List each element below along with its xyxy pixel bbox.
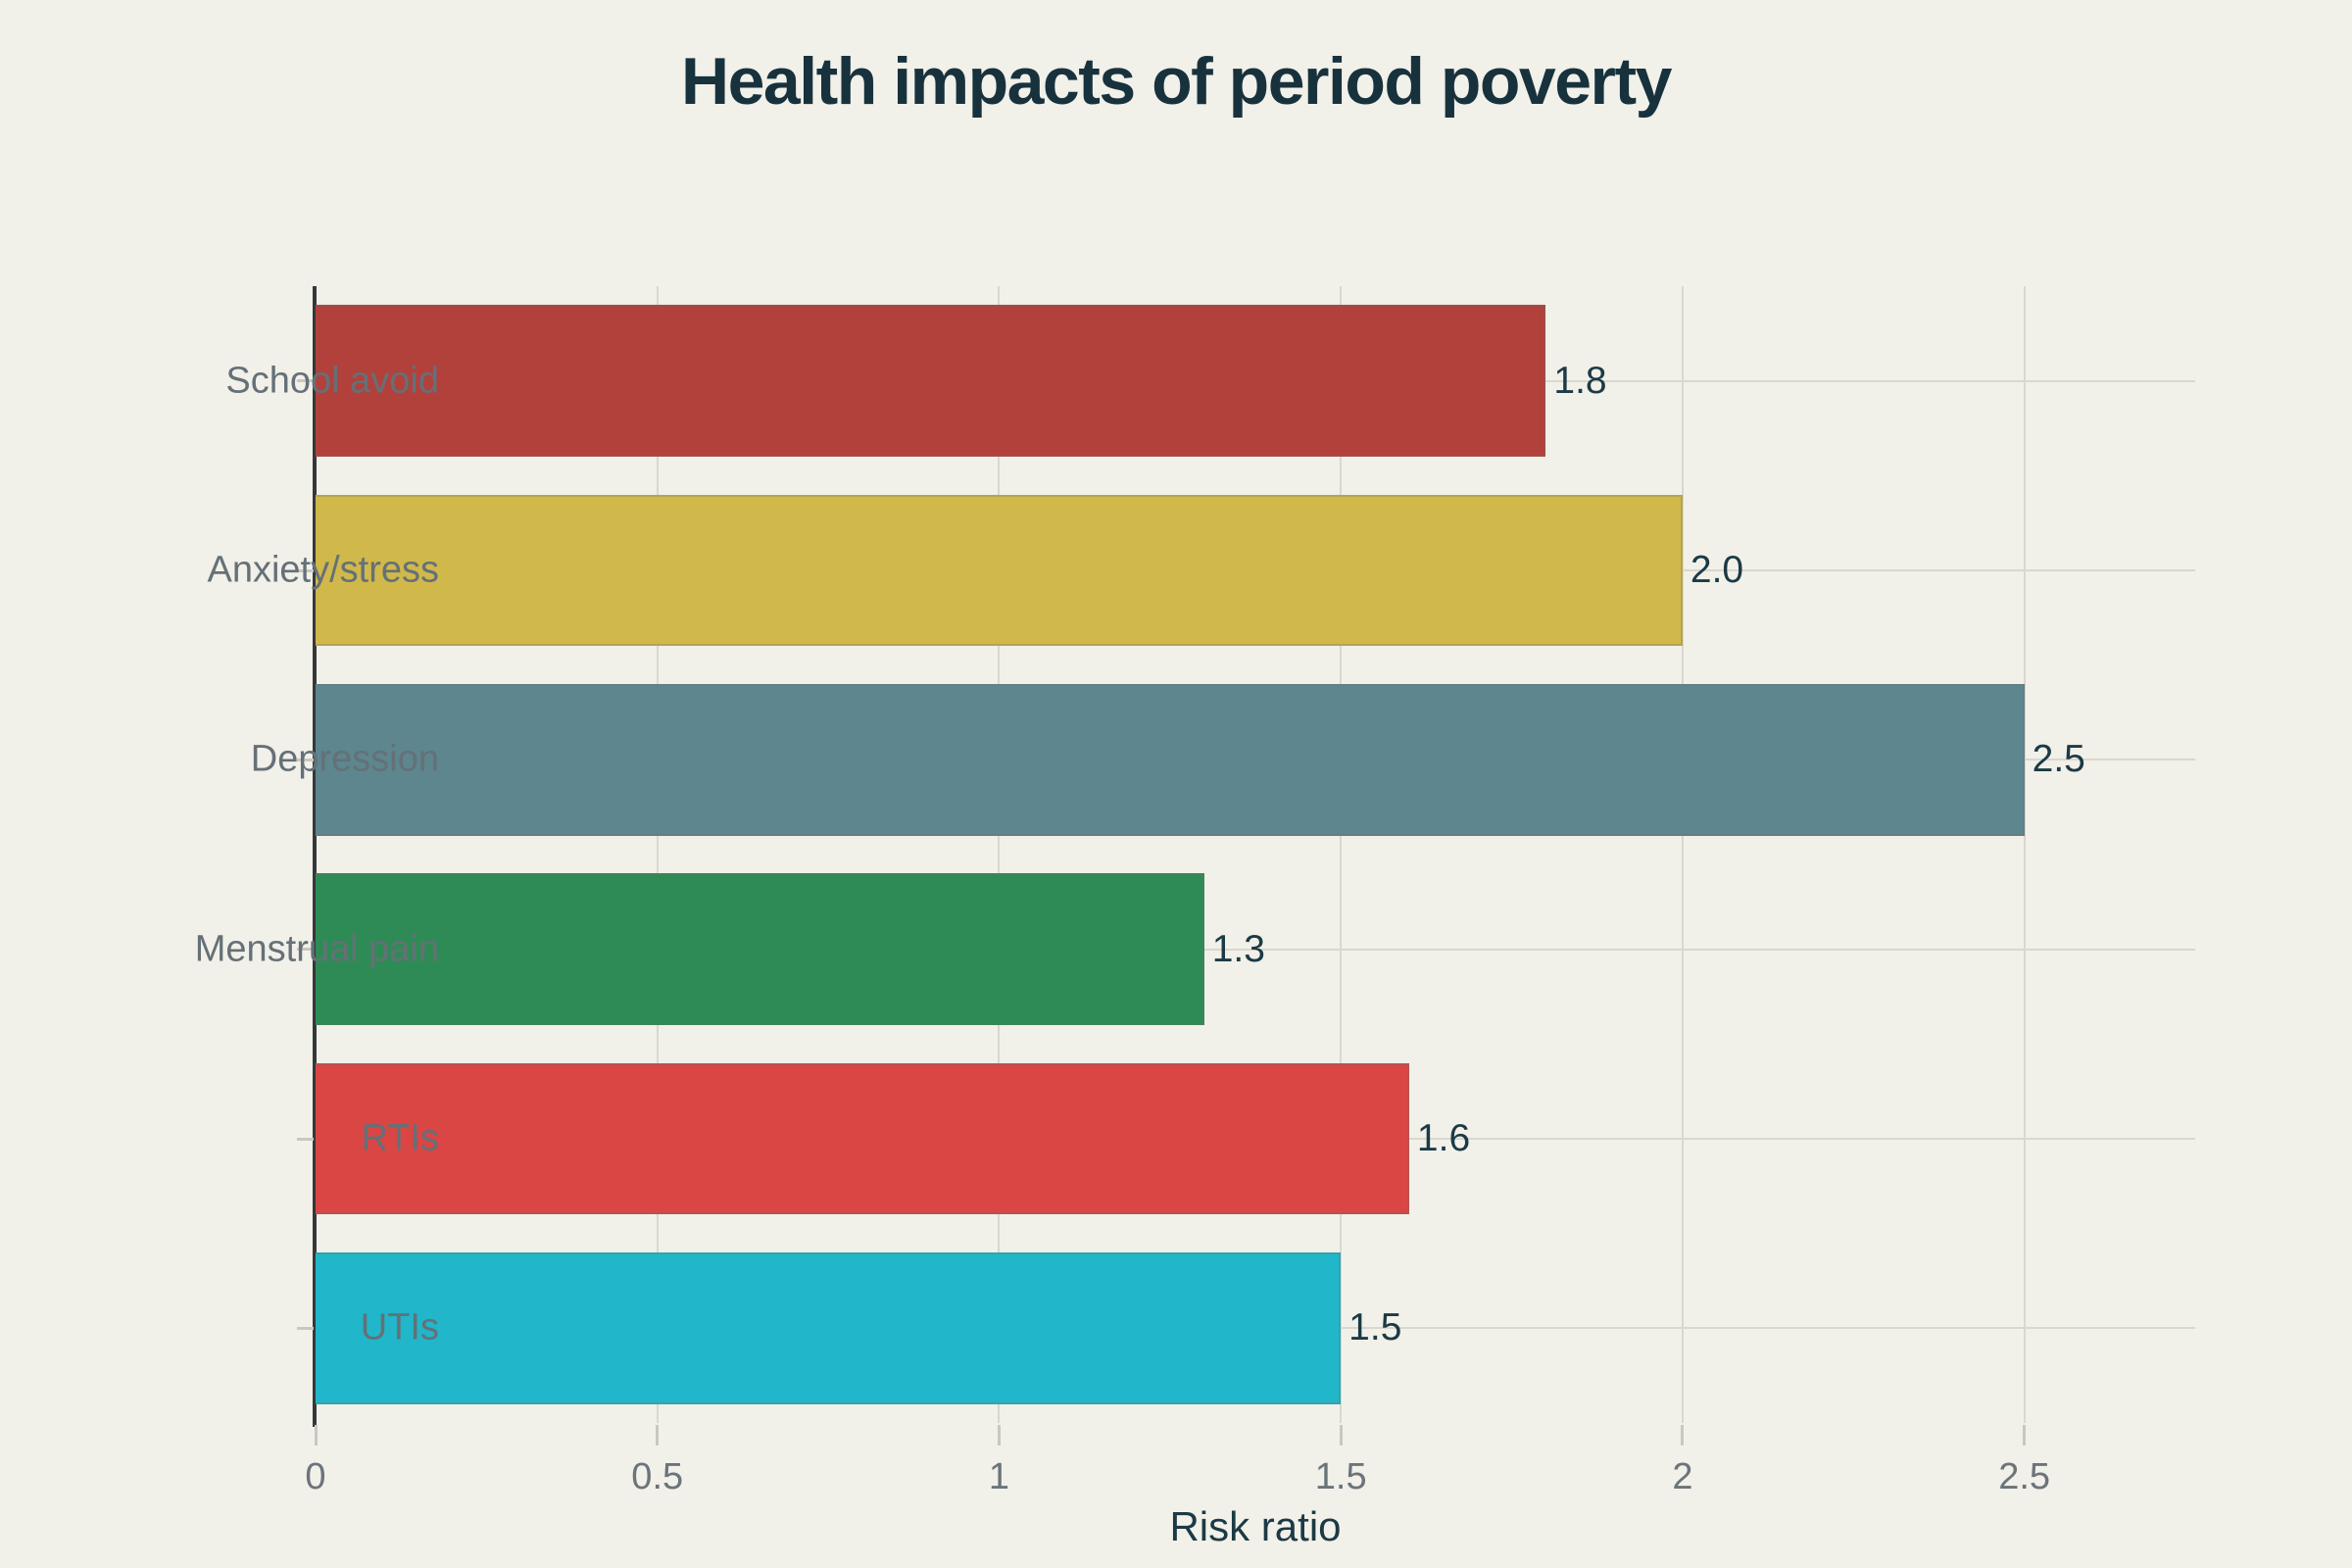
category-label-menstrual-pain: Menstrual pain	[194, 928, 439, 970]
chart-title: Health impacts of period poverty	[681, 44, 1672, 119]
bar-utis	[316, 1252, 1342, 1404]
x-tick-label-2.5: 2.5	[1998, 1456, 2051, 1497]
bar-school-avoid	[316, 305, 1546, 457]
category-label-utis: UTIs	[360, 1306, 439, 1348]
category-label-rtis: RTIs	[361, 1117, 439, 1159]
gridline-x-1.5	[1340, 286, 1343, 1423]
x-tick-label-1.5: 1.5	[1314, 1456, 1367, 1497]
x-tick-label-2: 2	[1672, 1456, 1693, 1497]
category-label-anxiety-stress: Anxiety/stress	[207, 549, 439, 591]
category-label-school-avoid: School avoid	[225, 360, 439, 402]
bar-menstrual-pain	[316, 873, 1204, 1025]
y-tick-school-avoid	[297, 379, 314, 383]
x-axis-title: Risk ratio	[1169, 1503, 1342, 1549]
y-tick-anxiety-stress	[297, 568, 314, 572]
gridline-x-2	[1681, 286, 1684, 1423]
bar-anxiety-stress	[316, 494, 1683, 647]
value-label-menstrual-pain: 1.3	[1211, 927, 1265, 970]
x-tick-mark-2.5	[2023, 1425, 2027, 1446]
gridline-x-0.5	[656, 286, 659, 1423]
y-tick-rtis	[297, 1137, 314, 1141]
x-tick-label-0.5: 0.5	[631, 1456, 684, 1497]
bar-depression	[316, 684, 2025, 836]
value-label-depression: 2.5	[2032, 738, 2085, 781]
value-label-anxiety-stress: 2.0	[1690, 549, 1744, 591]
value-label-rtis: 1.6	[1416, 1117, 1471, 1159]
gridline-x-1	[998, 286, 1001, 1423]
bar-rtis	[316, 1062, 1409, 1215]
x-tick-mark-2	[1681, 1425, 1685, 1446]
y-tick-depression	[297, 758, 314, 761]
x-tick-mark-0.5	[656, 1425, 660, 1446]
gridline-row-menstrual-pain	[316, 948, 2195, 951]
x-tick-mark-1.5	[1339, 1425, 1343, 1446]
gridline-x-2.5	[2023, 286, 2026, 1423]
x-tick-mark-1	[997, 1425, 1001, 1446]
value-label-school-avoid: 1.8	[1553, 359, 1607, 402]
category-label-depression: Depression	[250, 738, 439, 780]
value-label-utis: 1.5	[1348, 1306, 1402, 1349]
y-axis-spine	[313, 286, 317, 1427]
y-tick-utis	[297, 1326, 314, 1330]
plot-area: 1.8 2.0 2.5 1.3 1.6 1.5	[313, 286, 2195, 1427]
y-tick-menstrual-pain	[297, 948, 314, 952]
x-tick-label-1: 1	[988, 1456, 1010, 1497]
x-tick-label-0: 0	[305, 1456, 326, 1497]
x-tick-mark-0	[314, 1425, 318, 1446]
